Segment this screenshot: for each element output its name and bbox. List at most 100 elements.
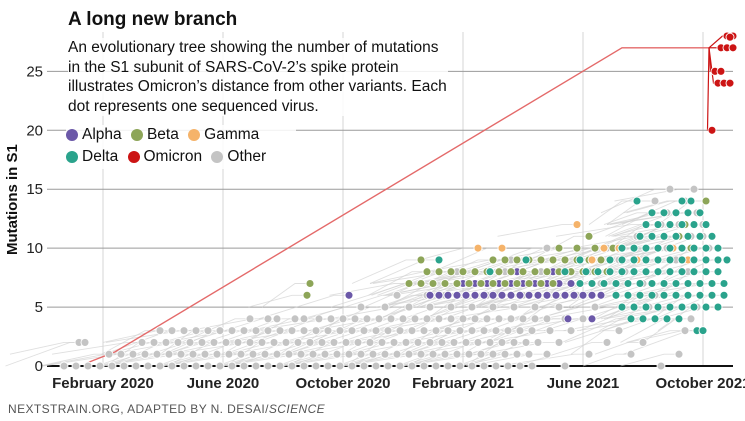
point-alpha — [426, 291, 434, 299]
point-delta — [660, 280, 668, 288]
legend-swatch-delta — [66, 151, 78, 163]
point-beta — [513, 256, 521, 264]
point-delta — [648, 232, 656, 240]
point-delta — [702, 268, 710, 276]
point-delta — [708, 280, 716, 288]
source-credit: NEXTSTRAIN.ORG, ADAPTED BY N. DESAI/SCIE… — [8, 402, 325, 416]
point-delta — [714, 256, 722, 264]
point-delta — [687, 197, 695, 205]
point-delta — [576, 280, 584, 288]
y-tick-label: 15 — [26, 181, 43, 198]
point-gamma — [498, 244, 506, 252]
point-other — [384, 362, 392, 370]
point-other — [354, 338, 362, 346]
point-beta — [453, 280, 461, 288]
point-beta — [585, 232, 593, 240]
point-other — [156, 362, 164, 370]
point-other — [168, 362, 176, 370]
point-alpha — [552, 291, 560, 299]
point-other — [186, 338, 194, 346]
point-delta — [612, 291, 620, 299]
point-other — [240, 327, 248, 335]
point-other — [189, 350, 197, 358]
point-beta — [555, 244, 563, 252]
x-tick-label: February 2021 — [412, 375, 514, 392]
point-delta — [654, 256, 662, 264]
point-other — [318, 338, 326, 346]
point-other — [555, 338, 563, 346]
point-other — [489, 303, 497, 311]
point-other — [153, 350, 161, 358]
point-other — [402, 338, 410, 346]
point-other — [543, 315, 551, 323]
point-other — [639, 338, 647, 346]
point-delta — [696, 291, 704, 299]
point-other — [327, 315, 335, 323]
point-alpha — [534, 291, 542, 299]
point-omicron — [729, 44, 737, 52]
point-other — [192, 327, 200, 335]
point-other — [453, 350, 461, 358]
point-other — [120, 362, 128, 370]
point-other — [480, 362, 488, 370]
point-other — [378, 338, 386, 346]
point-other — [180, 327, 188, 335]
point-delta — [612, 280, 620, 288]
point-other — [396, 327, 404, 335]
point-other — [531, 315, 539, 323]
point-alpha — [564, 315, 572, 323]
point-beta — [405, 280, 413, 288]
point-other — [468, 327, 476, 335]
chart-subtitle: An evolutionary tree showing the number … — [68, 38, 448, 116]
point-other — [561, 362, 569, 370]
point-other — [375, 315, 383, 323]
point-delta — [642, 256, 650, 264]
point-beta — [519, 268, 527, 276]
point-delta — [642, 221, 650, 229]
point-delta — [660, 291, 668, 299]
point-alpha — [525, 291, 533, 299]
point-other — [519, 315, 527, 323]
point-delta — [690, 268, 698, 276]
point-delta — [486, 268, 494, 276]
legend-swatch-other — [211, 151, 223, 163]
tree-branch — [250, 319, 319, 331]
point-other — [294, 338, 302, 346]
legend-label-beta: Beta — [147, 125, 179, 145]
point-other — [141, 350, 149, 358]
point-delta — [660, 232, 668, 240]
point-beta — [471, 268, 479, 276]
point-other — [210, 338, 218, 346]
point-delta — [654, 268, 662, 276]
point-other — [687, 315, 695, 323]
point-other — [198, 338, 206, 346]
point-other — [288, 327, 296, 335]
point-delta — [630, 256, 638, 264]
point-other — [270, 338, 278, 346]
point-beta — [306, 280, 314, 288]
point-omicron — [708, 126, 716, 134]
point-beta — [702, 197, 710, 205]
point-beta — [417, 256, 425, 264]
point-delta — [633, 197, 641, 205]
point-other — [381, 350, 389, 358]
point-other — [462, 338, 470, 346]
point-other — [246, 338, 254, 346]
point-beta — [537, 280, 545, 288]
point-delta — [702, 256, 710, 264]
point-alpha — [570, 291, 578, 299]
point-delta — [435, 256, 443, 264]
point-other — [105, 350, 113, 358]
point-other — [228, 362, 236, 370]
point-beta — [429, 280, 437, 288]
point-delta — [606, 268, 614, 276]
point-delta — [702, 303, 710, 311]
point-delta — [651, 315, 659, 323]
point-delta — [663, 315, 671, 323]
point-other — [690, 185, 698, 193]
point-other — [156, 327, 164, 335]
point-other — [384, 327, 392, 335]
point-other — [297, 350, 305, 358]
point-alpha — [543, 291, 551, 299]
point-other — [528, 362, 536, 370]
